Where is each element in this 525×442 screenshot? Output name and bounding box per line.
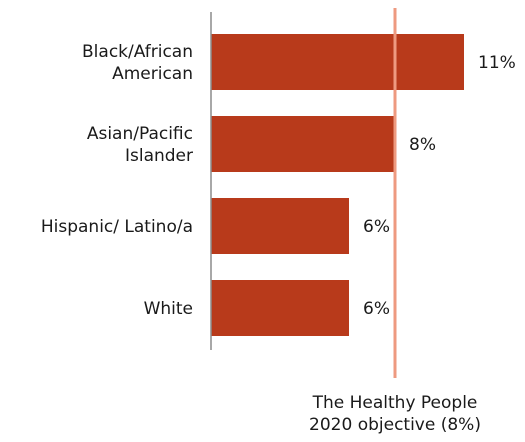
category-label-0: Black/African American: [82, 42, 193, 84]
category-label-3: White: [144, 299, 193, 319]
reference-line-label: The Healthy People 2020 objective (8%): [309, 393, 481, 435]
value-label-0: 11%: [478, 53, 516, 73]
category-label-1: Asian/Pacific Islander: [87, 124, 193, 166]
category-label-2: Hispanic/ Latino/a: [41, 217, 193, 237]
bar-2: [211, 198, 349, 254]
value-label-3: 6%: [363, 299, 390, 319]
bar-0: [211, 34, 464, 90]
value-label-1: 8%: [409, 135, 436, 155]
bar-1: [211, 116, 395, 172]
bar-3: [211, 280, 349, 336]
value-label-2: 6%: [363, 217, 390, 237]
